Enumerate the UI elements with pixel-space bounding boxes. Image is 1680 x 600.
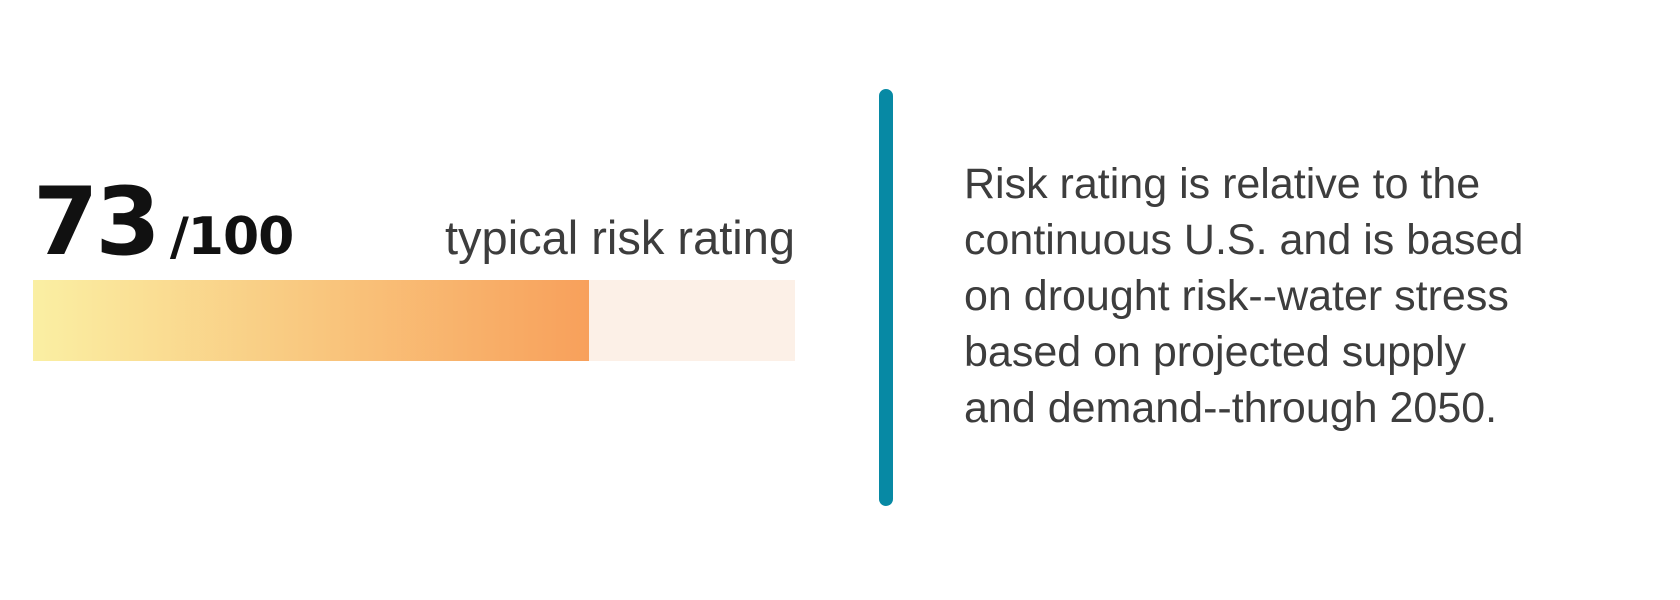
score-value: 73 [33,168,161,277]
risk-description: Risk rating is relative to the continuou… [964,156,1523,436]
score-row: 73 /100 typical risk rating [33,168,795,277]
description-line: based on projected supply [964,328,1467,376]
score-max-label: /100 [169,207,295,267]
vertical-divider [879,89,893,506]
description-line: and demand--through 2050. [964,384,1498,432]
description-line: Risk rating is relative to the [964,160,1481,208]
description-line: continuous U.S. and is based [964,216,1524,264]
risk-bar-track [33,280,795,361]
description-line: on drought risk--water stress [964,272,1509,320]
score-label: typical risk rating [445,211,795,264]
risk-bar-fill [33,280,590,361]
